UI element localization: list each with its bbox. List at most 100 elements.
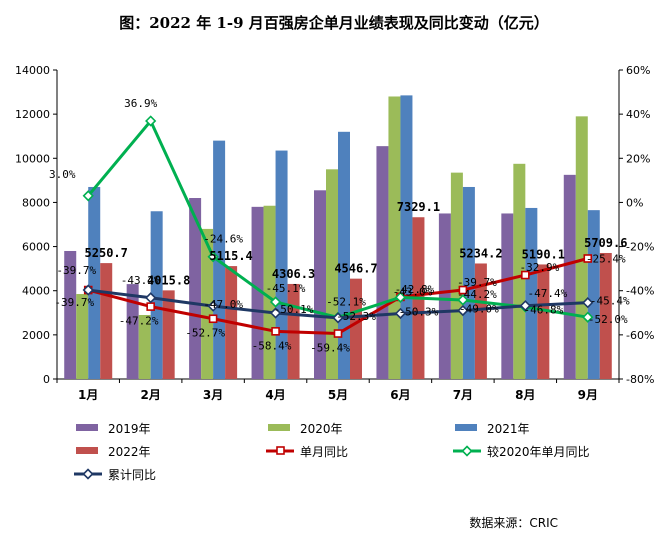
line-marker-diamond	[82, 190, 94, 202]
bar-2019年	[126, 284, 139, 379]
legend-marker	[461, 445, 473, 457]
bar-2019年	[64, 250, 77, 379]
line-marker-diamond	[457, 304, 469, 317]
bar-value-label: 5234.2	[459, 246, 502, 260]
bar-2019年	[563, 174, 576, 379]
bar-2019年	[501, 213, 514, 379]
line-marker-square	[271, 327, 280, 336]
line-marker-square	[521, 270, 530, 280]
line-value-label: -47.4%	[527, 287, 567, 300]
bar-2022年	[474, 263, 487, 379]
line-value-label: -42.8%	[395, 283, 435, 296]
line-value-label: -25.4%	[586, 252, 626, 265]
y-tick-label: 2000	[22, 329, 50, 342]
bar-2019年	[251, 206, 264, 379]
x-tick-label: 4月	[265, 388, 285, 402]
bar-2020年	[513, 163, 526, 379]
bar-2019年	[189, 198, 202, 379]
bar-value-label: 5250.7	[85, 246, 128, 260]
y-tick-label: 14000	[15, 64, 50, 77]
source-note: 数据来源：CRIC	[469, 516, 558, 530]
line-value-label: -50.3%	[399, 305, 439, 318]
bar-value-label: 5115.4	[209, 249, 252, 263]
line-marker-diamond	[145, 292, 157, 304]
bar-2019年	[438, 213, 451, 379]
legend-swatch	[76, 424, 98, 431]
line-value-label: -43.2%	[121, 274, 161, 287]
bar-2022年	[162, 290, 175, 379]
bar-2022年	[599, 252, 612, 379]
line-marker-diamond	[145, 115, 157, 127]
bar-2021年	[462, 186, 475, 379]
y-tick-label: 4000	[22, 285, 50, 298]
y2-tick-label: 20%	[626, 152, 650, 165]
line-marker-diamond	[519, 300, 531, 312]
x-tick-label: 5月	[328, 388, 348, 402]
y2-tick-label: -40%	[626, 285, 654, 298]
chart-title: 图：2022 年 1-9 月百强房企单月业绩表现及同比变动（亿元）	[119, 14, 549, 32]
line-value-label: -52.7%	[185, 327, 225, 340]
line-marker-diamond	[582, 311, 594, 323]
line-marker-square	[146, 302, 155, 311]
line-marker-square	[208, 314, 218, 324]
x-tick-label: 7月	[453, 388, 473, 402]
legend-label: 2020年	[300, 422, 343, 436]
line-value-label: -52.3%	[336, 310, 376, 323]
legend-label: 2019年	[108, 422, 151, 436]
legend-label: 2021年	[487, 422, 530, 436]
line-value-label: -52.1%	[326, 295, 366, 308]
line-value-label: -59.4%	[310, 342, 350, 355]
line-value-label: -47.0%	[203, 298, 243, 311]
line-value-label: -39.7%	[54, 296, 94, 309]
line-value-label: -45.1%	[266, 282, 306, 295]
y2-tick-label: -20%	[626, 241, 654, 254]
y2-tick-label: -80%	[626, 373, 654, 386]
line-value-label: -32.9%	[519, 261, 559, 274]
y-tick-label: 0	[43, 373, 50, 386]
y2-tick-label: 60%	[626, 64, 650, 77]
legend-marker	[276, 446, 285, 455]
bar-2020年	[263, 205, 276, 379]
legend-swatch	[76, 447, 98, 454]
line-marker-diamond	[457, 294, 469, 306]
legend-swatch	[268, 424, 290, 431]
bar-2020年	[138, 314, 151, 379]
line-value-label: -50.1%	[274, 303, 314, 316]
x-tick-label: 8月	[515, 388, 535, 402]
axes-layer: 0 2000 4000 6000 8000 10000 12000 14000 -80% -60%…	[15, 64, 654, 402]
bar-2021年	[400, 95, 413, 379]
line-marker-diamond	[269, 307, 282, 319]
line-marker-diamond	[269, 296, 282, 308]
x-tick-label: 9月	[578, 388, 598, 402]
y-tick-label: 12000	[15, 108, 50, 121]
line-marker-diamond	[207, 300, 219, 312]
bar-value-label: 4306.3	[272, 267, 315, 281]
bar-value-label: 5190.1	[522, 247, 565, 261]
line-marker-diamond	[394, 291, 407, 303]
line-marker-square	[583, 254, 593, 263]
line-marker-diamond	[332, 312, 344, 324]
y-tick-label: 6000	[22, 241, 50, 254]
bar-2020年	[575, 116, 588, 379]
line-value-label: -44.2%	[457, 288, 497, 301]
legend-label: 2022年	[108, 445, 151, 459]
y2-tick-label: 0%	[626, 196, 643, 209]
line-marker-diamond	[394, 307, 407, 320]
bar-2020年	[450, 172, 463, 379]
legend-label: 单月同比	[300, 445, 348, 459]
line-marker-diamond	[82, 284, 94, 296]
line-value-label: 3.0%	[49, 168, 76, 181]
bar-2022年	[100, 263, 113, 379]
bar-2021年	[587, 210, 600, 379]
line-value-label: -52.0%	[588, 313, 628, 326]
bar-2021年	[275, 150, 288, 379]
legend-swatch	[455, 424, 477, 431]
line-value-label: -49.0%	[459, 303, 499, 316]
bar-value-label: 4015.8	[147, 273, 190, 287]
bar-value-label: 5709.6	[584, 236, 627, 250]
bar-2020年	[326, 169, 338, 379]
bar-2021年	[525, 207, 538, 379]
x-tick-label: 1月	[78, 388, 98, 402]
y2-tick-label: -60%	[626, 329, 654, 342]
